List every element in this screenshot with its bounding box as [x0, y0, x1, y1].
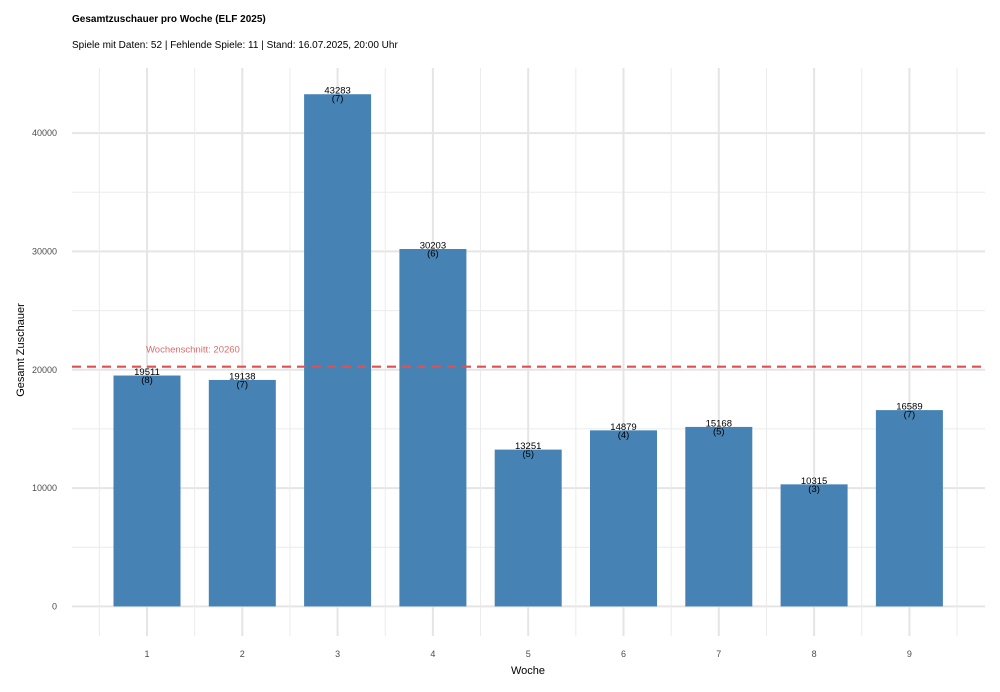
bar — [494, 449, 562, 607]
bar-games-label: (5) — [522, 449, 534, 460]
bar-value-label: 43283 — [324, 86, 350, 97]
bar-games-label: (7) — [904, 410, 916, 421]
x-tick-label: 5 — [526, 649, 531, 659]
y-tick-label: 30000 — [32, 246, 57, 256]
bar-games-label: (8) — [141, 375, 153, 386]
bar — [780, 484, 848, 607]
y-tick-label: 40000 — [32, 128, 57, 138]
y-tick-label: 20000 — [32, 365, 57, 375]
bar-value-label: 19138 — [229, 371, 255, 382]
bar-value-label: 14879 — [610, 422, 636, 433]
bar-games-label: (3) — [808, 484, 820, 495]
bar-games-label: (4) — [618, 430, 630, 441]
x-tick-label: 7 — [716, 649, 721, 659]
y-tick-label: 10000 — [32, 483, 57, 493]
bar-value-label: 16589 — [896, 402, 922, 413]
y-axis-ticks: 0 10000 20000 30000 40000 — [32, 128, 57, 611]
bar-labels: 19511(8) 19138(7)43283(7)30203(6)13251(5)… — [134, 86, 922, 495]
bar — [685, 426, 753, 607]
bar — [399, 249, 467, 607]
chart-subtitle: Spiele mit Daten: 52 | Fehlende Spiele: … — [72, 40, 398, 51]
x-axis-ticks: 1 2 3 4 5 6 7 8 9 — [144, 649, 911, 659]
bar — [208, 379, 276, 607]
chart-title: Gesamtzuschauer pro Woche (ELF 2025) — [72, 14, 266, 25]
bar — [304, 94, 372, 607]
x-tick-label: 4 — [430, 649, 435, 659]
average-label: Wochenschnitt: 20260 — [146, 345, 240, 356]
bar — [875, 410, 943, 607]
y-axis-title: Gesamt Zuschauer — [15, 303, 27, 397]
x-tick-label: 3 — [335, 649, 340, 659]
bar-value-label: 10315 — [801, 476, 827, 487]
bar — [590, 430, 657, 607]
bar — [113, 375, 181, 607]
x-tick-label: 1 — [144, 649, 149, 659]
x-tick-label: 9 — [907, 649, 912, 659]
bar-value-label: 19511 — [134, 367, 160, 378]
average-layer: Wochenschnitt: 20260 — [72, 345, 985, 368]
x-tick-label: 6 — [621, 649, 626, 659]
bar-value-label: 30203 — [420, 241, 446, 252]
bar-value-label: 13251 — [515, 441, 541, 452]
bar-games-label: (6) — [427, 249, 439, 260]
bar-games-label: (7) — [236, 379, 248, 390]
y-tick-label: 0 — [52, 601, 57, 611]
x-tick-label: 8 — [812, 649, 817, 659]
x-axis-title: Woche — [511, 665, 545, 677]
bar-games-label: (5) — [713, 426, 725, 437]
bar-value-label: 15168 — [706, 418, 732, 429]
bars-layer — [113, 94, 943, 607]
bar-games-label: (7) — [332, 94, 344, 105]
x-tick-label: 2 — [240, 649, 245, 659]
